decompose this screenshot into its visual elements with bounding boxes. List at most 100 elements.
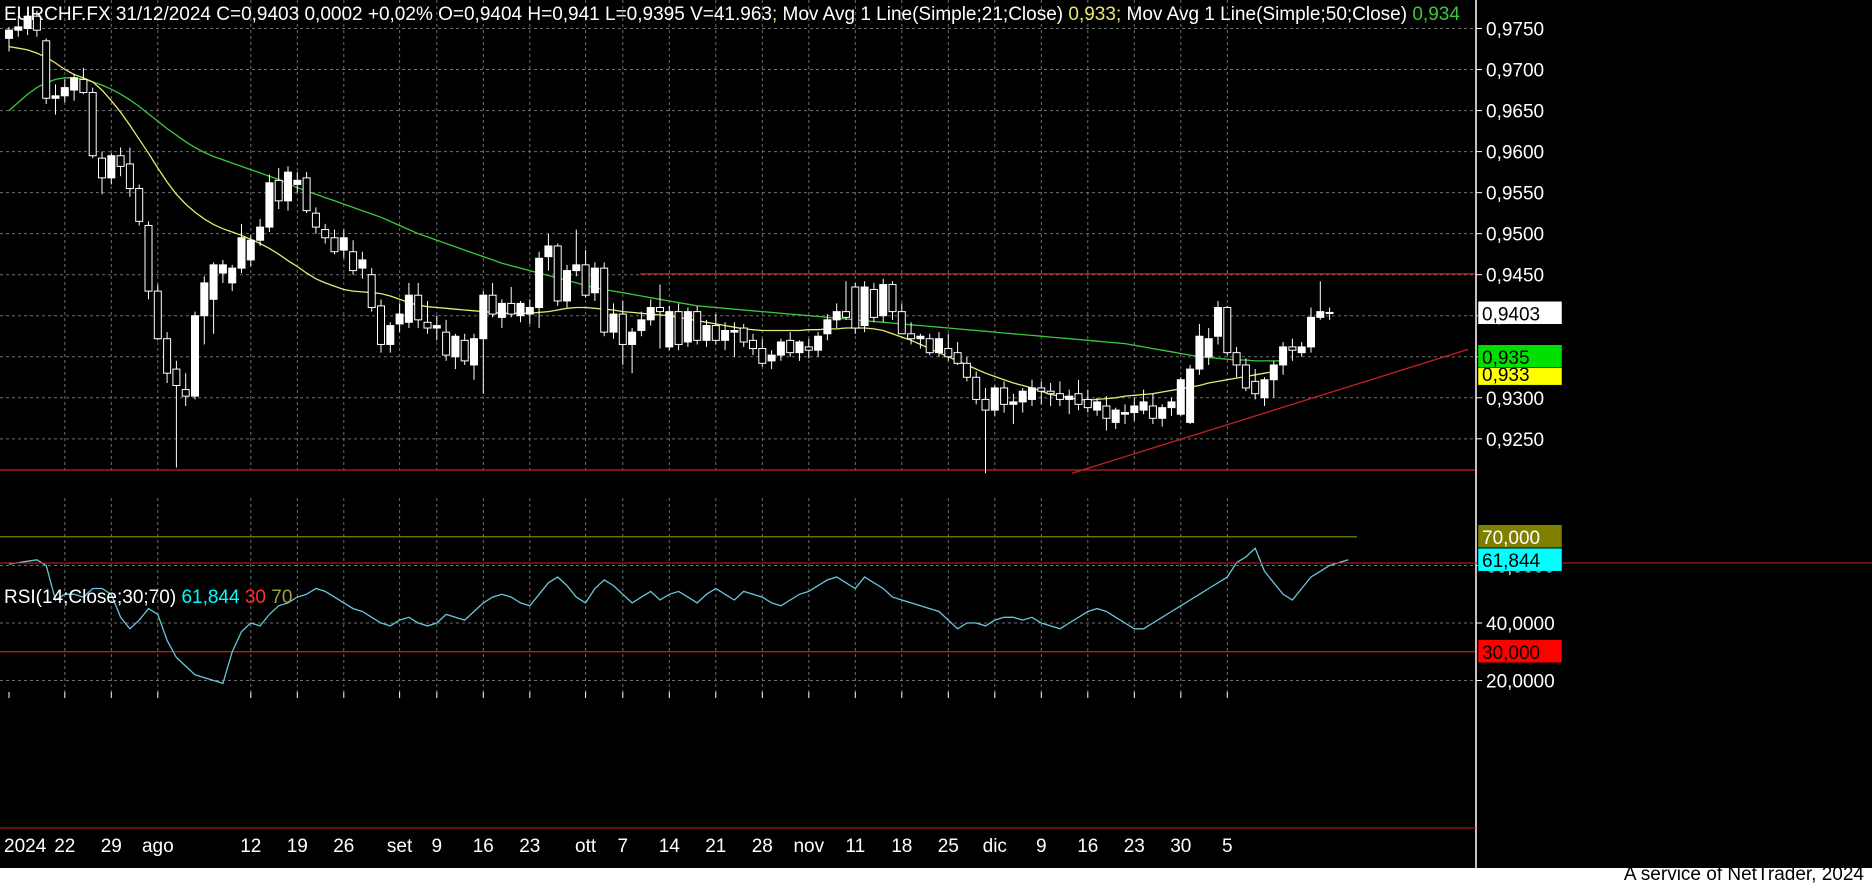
ma21-label: Mov Avg 1 Line(Simple;21;Close): [782, 4, 1064, 25]
chart-header: EURCHF.FX 31/12/2024 C=0,9403 0,0002 +0,…: [4, 4, 1460, 26]
candle-up: [497, 302, 506, 318]
candle-down: [618, 313, 627, 345]
candle-down: [693, 311, 702, 341]
candle-up: [1260, 379, 1269, 399]
candle-up: [51, 95, 60, 99]
date-tick-label: 19: [287, 836, 308, 857]
price-tick-label: 0,9700: [1486, 61, 1544, 82]
candle-down: [488, 294, 497, 315]
price-tick-label: 0,9300: [1486, 389, 1544, 410]
candle-up: [60, 87, 69, 97]
candle-up: [107, 155, 116, 179]
candle-down: [953, 352, 962, 364]
price-tick-label: 0,9250: [1486, 430, 1544, 451]
candle-up: [23, 15, 32, 30]
last-close-tag: 0,9403: [1482, 304, 1540, 325]
candle-down: [1232, 352, 1241, 366]
candle-down: [804, 346, 813, 351]
support-trendline: [1071, 348, 1469, 474]
candle-up: [1028, 387, 1036, 400]
rsi-low-level: 30: [244, 587, 266, 608]
candle-up: [1139, 401, 1148, 411]
candle-up: [339, 237, 348, 251]
rsi-value-tag-box: [1477, 547, 1563, 572]
candle-down: [1251, 380, 1260, 395]
candle-up: [683, 311, 692, 343]
candle-up: [1093, 401, 1102, 411]
candle-down: [1055, 393, 1064, 400]
candle-down: [311, 212, 320, 228]
price-tick-label: 0,9500: [1486, 225, 1544, 246]
candle-up: [200, 282, 209, 317]
candle-up: [218, 264, 227, 274]
price-tick-label: 0,9750: [1486, 20, 1544, 41]
date-tick-label: ago: [142, 836, 174, 857]
candle-up: [246, 239, 255, 261]
candle-up: [1214, 307, 1222, 337]
candle-down: [302, 177, 311, 212]
rsi-lower-tag-box: [1477, 639, 1563, 663]
candle-down: [758, 348, 767, 364]
candle-down: [1037, 387, 1046, 392]
candle-up: [879, 284, 888, 317]
candle-up: [1204, 338, 1213, 358]
date-tick-label: nov: [793, 836, 824, 857]
date-tick-label: 5: [1222, 836, 1233, 857]
candle-up: [1009, 401, 1018, 405]
date-tick-label: dic: [983, 836, 1007, 857]
candle-down: [972, 376, 981, 400]
candle-down: [153, 290, 162, 340]
rsi-high-level: 70: [271, 587, 293, 608]
candle-up: [935, 338, 943, 354]
candle-down: [460, 339, 469, 362]
candle-down: [981, 398, 990, 411]
date-tick-label: 7: [618, 836, 629, 857]
candle-down: [1325, 311, 1334, 314]
candle-down: [851, 286, 860, 329]
candle-down: [414, 294, 423, 321]
candle-down: [888, 284, 897, 313]
candle-up: [470, 338, 478, 366]
horizontal-levels: [0, 273, 1475, 471]
candle-down: [42, 40, 51, 99]
candle-down: [869, 288, 878, 318]
candle-down: [656, 307, 664, 313]
candle-up: [516, 302, 525, 317]
candle-up: [832, 311, 841, 321]
candle-up: [1297, 346, 1306, 354]
candle-up: [432, 325, 441, 329]
date-tick-label: 25: [938, 836, 959, 857]
candle-down: [1000, 387, 1009, 405]
candle-up: [1121, 412, 1129, 415]
candle-up: [5, 29, 13, 39]
grid-lines: [0, 0, 1475, 692]
candle-up: [1111, 409, 1120, 423]
last-close-tag-box: [1477, 301, 1563, 325]
date-tick-label: 23: [519, 836, 540, 857]
date-tick-label: 28: [752, 836, 773, 857]
date-tick-label: 2024: [4, 836, 47, 857]
candle-up: [293, 179, 302, 185]
candle-down: [944, 348, 953, 358]
rsi-series: [0, 536, 1475, 685]
candle-up: [795, 341, 804, 354]
candle-up: [646, 307, 655, 321]
footer-credit: A service of NetTrader, 2024: [1623, 864, 1864, 885]
candle-up: [256, 226, 265, 241]
rsi-value-tag: 61,844: [1482, 551, 1541, 572]
candle-up: [14, 26, 23, 31]
ma50-label: Mov Avg 1 Line(Simple;50;Close): [1126, 4, 1408, 25]
rsi-upper-tag: 70,000: [1482, 528, 1540, 549]
rsi-tick-label: 20,0000: [1486, 672, 1555, 693]
candle-down: [1083, 398, 1092, 409]
candle-up: [237, 237, 246, 269]
date-tick-label: 30: [1170, 836, 1191, 857]
candle-up: [916, 335, 925, 340]
candle-up: [70, 77, 79, 91]
x-axis-labels: 2024 22 29 ago 12 19 26 set 9 16 23 ott 7 14 21 28 nov 11…: [4, 836, 1233, 857]
candle-down: [79, 78, 88, 94]
price-tick-label: 0,9550: [1486, 184, 1544, 205]
candle-up: [665, 311, 674, 348]
candle-down: [1223, 307, 1232, 354]
candle-up: [1186, 368, 1195, 423]
